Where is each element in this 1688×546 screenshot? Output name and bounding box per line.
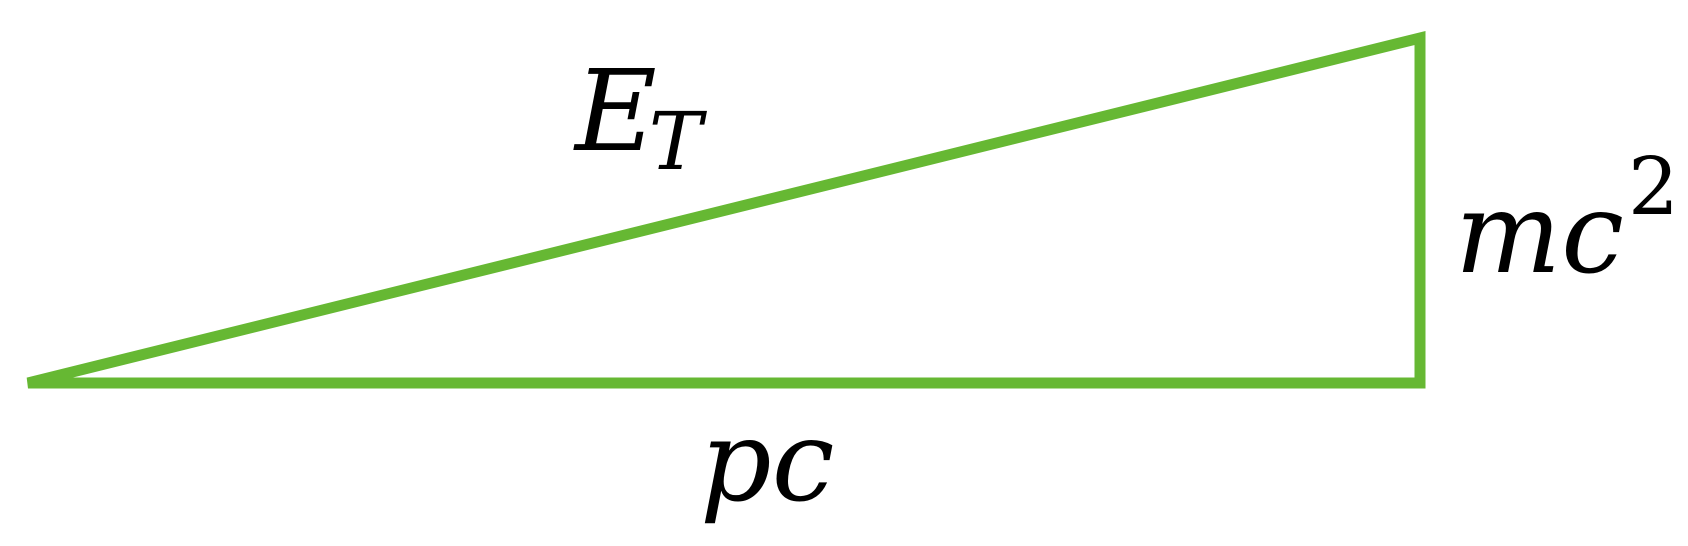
leg-label: mc2 [1455,140,1679,299]
leg-label-superscript: 2 [1628,140,1679,233]
leg-label-main: mc [1455,169,1624,299]
hypotenuse-label-subscript: T [649,95,708,188]
base-label: pc [700,397,834,527]
hypotenuse-label: ET [573,47,708,188]
hypotenuse-label-main: E [573,47,657,177]
right-triangle [26,30,1426,389]
